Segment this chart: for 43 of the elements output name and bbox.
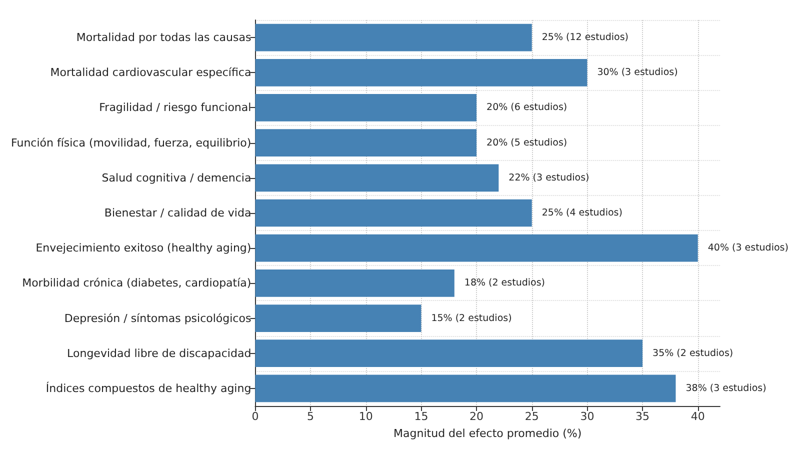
x-tick-label: 25: [524, 410, 539, 423]
data-label: 25% (12 estudios): [542, 32, 629, 44]
data-label: 15% (2 estudios): [431, 312, 512, 324]
x-tick-label: 0: [252, 410, 259, 423]
y-tick-label: Mortalidad por todas las causas: [76, 31, 252, 44]
data-label: 20% (5 estudios): [486, 137, 568, 148]
x-tick-label: 30: [580, 410, 594, 423]
bar: [255, 199, 532, 227]
x-tick-label: 40: [690, 410, 705, 423]
y-tick-label: Longevidad libre de discapacidad: [67, 346, 252, 360]
x-tick-label: 10: [358, 410, 373, 423]
y-tick-label: Morbilidad crónica (diabetes, cardiopatía): [22, 276, 252, 290]
data-label: 18% (2 estudios): [464, 278, 545, 289]
y-tick-label: Función física (movilidad, fuerza, equilibrio): [11, 136, 252, 150]
bar: [255, 304, 422, 332]
data-label: 22% (3 estudios): [508, 172, 590, 184]
y-tick-label: Fragilidad / riesgo funcional: [99, 101, 252, 114]
bar: [255, 340, 643, 368]
x-tick-label: 35: [636, 410, 650, 423]
bar: [255, 94, 477, 122]
y-tick-label: Depresión / síntomas psicológicos: [64, 312, 252, 325]
y-tick-label: Envejecimiento exitoso (healthy aging): [36, 242, 252, 255]
data-label: 38% (3 estudios): [686, 382, 766, 394]
data-label: 30% (3 estudios): [597, 67, 678, 78]
data-label: 25% (4 estudios): [542, 208, 622, 218]
data-label: 40% (3 estudios): [708, 242, 788, 254]
data-label: 35% (2 estudios): [652, 348, 734, 359]
y-tick-label: Salud cognitiva / demencia: [102, 171, 252, 184]
x-axis-title: Magnitud del efecto promedio (%): [394, 427, 582, 440]
data-label: 20% (6 estudios): [486, 102, 568, 114]
bar: [255, 58, 588, 86]
bar: [255, 234, 698, 262]
bar: [255, 24, 532, 52]
x-tick-label: 15: [414, 410, 428, 423]
y-tick-label: Índices compuestos de healthy aging: [46, 380, 252, 395]
y-tick-label: Mortalidad cardiovascular específica: [50, 66, 252, 80]
bar: [255, 129, 477, 157]
x-tick-label: 20: [470, 410, 484, 423]
bar: [255, 164, 499, 192]
bar: [255, 269, 454, 297]
bar: [255, 374, 676, 402]
y-tick-label: Bienestar / calidad de vida: [104, 206, 252, 220]
x-tick-label: 5: [307, 410, 314, 423]
